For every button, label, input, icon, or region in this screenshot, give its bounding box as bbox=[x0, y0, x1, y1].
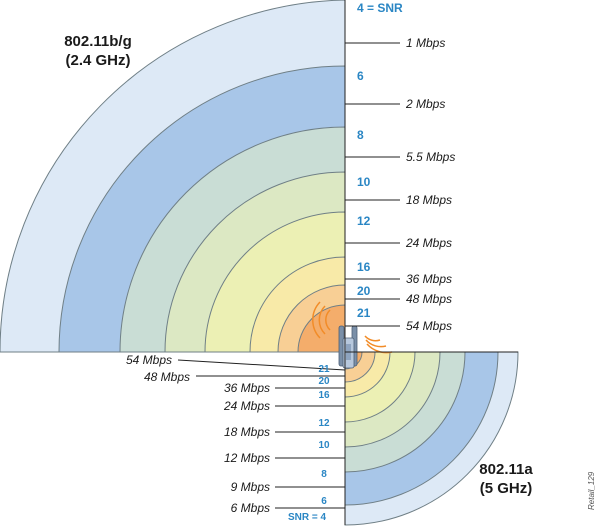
a-snr-label: 10 bbox=[318, 440, 330, 451]
bg-snr-label: 20 bbox=[357, 284, 371, 298]
image-credit: Retail_129 bbox=[587, 471, 596, 510]
a-rate-label: 6 Mbps bbox=[231, 501, 270, 515]
bg-snr-label: 6 bbox=[357, 69, 364, 83]
a-snr-label: 8 bbox=[321, 469, 327, 480]
a-title-line2: (5 GHz) bbox=[480, 480, 533, 497]
a-rate-label: 36 Mbps bbox=[224, 381, 270, 395]
a-snr-label: 16 bbox=[318, 390, 330, 401]
radio-waves bbox=[312, 301, 393, 354]
bg-snr-header: 4 = SNR bbox=[357, 1, 403, 15]
a-rate-label: 9 Mbps bbox=[231, 480, 270, 494]
a-rate-label: 48 Mbps bbox=[144, 370, 190, 384]
bg-snr-label: 16 bbox=[357, 260, 371, 274]
a-snr-label: 21 bbox=[318, 364, 330, 375]
a-title-line1: 802.11a bbox=[479, 461, 533, 478]
a-rate-leaders bbox=[177, 359, 346, 509]
bg-rate-label: 18 Mbps bbox=[406, 193, 452, 207]
bg-snr-label: 10 bbox=[357, 175, 371, 189]
bg-rate-label: 48 Mbps bbox=[406, 292, 452, 306]
a-rate-label: 54 Mbps bbox=[126, 353, 172, 367]
bg-snr-label: 12 bbox=[357, 214, 371, 228]
a-rate-label: 24 Mbps bbox=[223, 399, 270, 413]
bg-title-line1: 802.11b/g bbox=[64, 33, 132, 50]
a-snr-footer: SNR = 4 bbox=[288, 512, 327, 523]
a-snr-label: 6 bbox=[321, 496, 327, 507]
access-point-icon bbox=[338, 325, 358, 369]
bg-rate-label: 5.5 Mbps bbox=[406, 150, 455, 164]
bg-rate-label: 24 Mbps bbox=[405, 236, 452, 250]
a-coverage-rings bbox=[344, 351, 519, 526]
bg-rate-label: 2 Mbps bbox=[405, 97, 445, 111]
bg-coverage-rings bbox=[0, 0, 346, 353]
a-rate-label: 18 Mbps bbox=[224, 425, 270, 439]
bg-rate-label: 36 Mbps bbox=[406, 272, 452, 286]
bg-rate-label: 1 Mbps bbox=[406, 36, 445, 50]
bg-rate-label: 54 Mbps bbox=[406, 319, 452, 333]
a-rate-label: 12 Mbps bbox=[224, 451, 270, 465]
bg-rate-leaders bbox=[345, 42, 400, 327]
a-snr-label: 20 bbox=[318, 376, 330, 387]
bg-snr-label: 8 bbox=[357, 128, 364, 142]
a-snr-label: 12 bbox=[318, 418, 330, 429]
bg-snr-label: 21 bbox=[357, 306, 371, 320]
bg-title-line2: (2.4 GHz) bbox=[65, 52, 130, 69]
